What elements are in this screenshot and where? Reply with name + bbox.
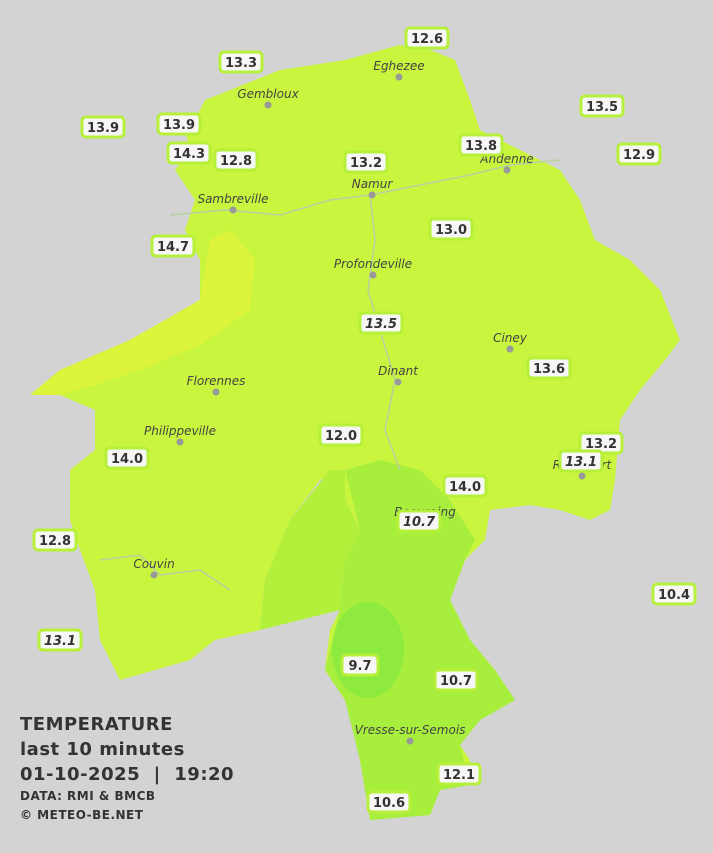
town-label: Philippeville: [144, 424, 216, 438]
town-label: Gembloux: [237, 87, 299, 101]
station-box: [436, 762, 482, 786]
town-dot: [229, 206, 237, 214]
station-value: 13.6: [533, 362, 565, 377]
warm-zone: [30, 230, 255, 395]
river: [99, 554, 231, 591]
station-box: [428, 217, 474, 241]
town-label: Florennes: [187, 374, 246, 388]
station-box: [396, 509, 442, 533]
station-value: 13.1: [44, 634, 76, 649]
town-dot: [395, 73, 403, 81]
town-dot: [176, 438, 184, 446]
town-label: Eghezee: [373, 59, 424, 73]
town-dot: [212, 388, 220, 396]
station-box: [104, 446, 150, 470]
town-dot: [406, 737, 414, 745]
station-value: 14.7: [157, 240, 189, 255]
town-label: Sambreville: [197, 192, 268, 206]
station-box: [358, 311, 404, 335]
town-dot: [368, 191, 376, 199]
station-value: 13.8: [465, 139, 497, 154]
station-box: [651, 582, 697, 606]
town-dot: [578, 472, 586, 480]
station-box: [526, 356, 572, 380]
station-box: [458, 133, 504, 157]
station-box: [213, 148, 259, 172]
station-value: 12.0: [325, 429, 357, 444]
town-label: Dinant: [378, 364, 419, 378]
town-label: Ciney: [493, 331, 528, 345]
town-dot: [503, 166, 511, 174]
station-value: 13.9: [87, 121, 119, 136]
station-box: [156, 112, 202, 136]
town-dot: [369, 271, 377, 279]
legend-title: TEMPERATURE: [20, 714, 173, 735]
town-label: Namur: [352, 177, 394, 191]
station-box: [32, 528, 78, 552]
cool-zone: [325, 460, 515, 820]
town-dot: [150, 571, 158, 579]
station-box: [404, 26, 450, 50]
cool-zone: [260, 470, 360, 630]
station-value: 13.5: [365, 317, 397, 332]
station-value: 13.9: [163, 118, 195, 133]
station-box: [340, 653, 380, 677]
station-value: 12.8: [220, 154, 252, 169]
town-label: Couvin: [133, 557, 174, 571]
station-value: 10.7: [440, 674, 472, 689]
legend-source: DATA: RMI & BMCB: [20, 789, 156, 803]
station-value: 13.2: [585, 437, 617, 452]
station-value: 12.1: [443, 768, 475, 783]
town-dot: [506, 345, 514, 353]
station-value: 12.6: [411, 32, 443, 47]
station-box: [616, 142, 662, 166]
station-value: 13.2: [350, 156, 382, 171]
station-box: [318, 423, 364, 447]
station-value: 13.1: [565, 455, 597, 470]
station-value: 10.4: [658, 588, 690, 603]
town-label: Vresse-sur-Semois: [355, 723, 466, 737]
station-value: 14.0: [111, 452, 143, 467]
legend-datetime: 01-10-2025 | 19:20: [20, 764, 235, 785]
town-label: Profondeville: [334, 257, 412, 271]
station-value: 10.6: [373, 796, 405, 811]
legend: TEMPERATURE last 10 minutes 01-10-2025 |…: [20, 712, 234, 825]
station-value: 10.7: [403, 515, 436, 530]
station-value: 12.8: [39, 534, 71, 549]
town-dot: [394, 378, 402, 386]
legend-credit: © METEO-BE.NET: [20, 808, 144, 822]
station-value: 14.0: [449, 480, 481, 495]
station-box: [37, 628, 83, 652]
station-value: 9.7: [348, 659, 371, 674]
station-value: 14.3: [173, 147, 205, 162]
station-box: [442, 474, 488, 498]
station-box: [433, 668, 479, 692]
legend-period: last 10 minutes: [20, 739, 185, 760]
station-box: [343, 150, 389, 174]
cold-zone: [332, 602, 404, 698]
station-box: [166, 141, 212, 165]
station-box: [579, 94, 625, 118]
station-box: [558, 449, 604, 473]
town-dot: [264, 101, 272, 109]
station-value: 13.0: [435, 223, 467, 238]
station-value: 13.3: [225, 56, 257, 71]
station-value: 13.5: [586, 100, 618, 115]
station-value: 12.9: [623, 148, 655, 163]
station-box: [218, 50, 264, 74]
station-box: [80, 115, 126, 139]
station-box: [150, 234, 196, 258]
station-box: [366, 790, 412, 814]
